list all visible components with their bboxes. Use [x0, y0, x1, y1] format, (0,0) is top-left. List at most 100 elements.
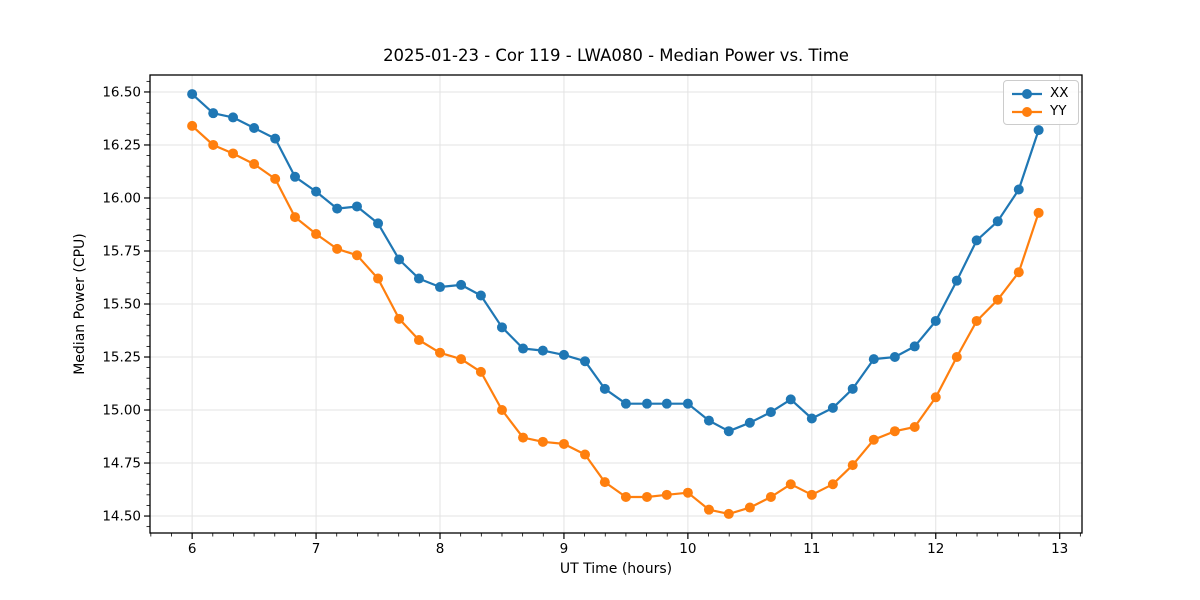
series-marker-yy — [537, 436, 548, 447]
series-marker-yy — [682, 487, 693, 498]
series-marker-yy — [785, 479, 796, 490]
series-marker-xx — [1033, 125, 1044, 136]
x-tick-label: 10 — [679, 541, 696, 557]
series-marker-xx — [373, 218, 384, 229]
series-marker-xx — [951, 275, 962, 286]
legend: XX YY — [1003, 80, 1079, 125]
series-marker-yy — [518, 432, 529, 443]
series-marker-yy — [1033, 207, 1044, 218]
series-marker-yy — [394, 313, 405, 324]
series-marker-xx — [394, 254, 405, 265]
series-marker-xx — [290, 171, 301, 182]
series-marker-yy — [971, 315, 982, 326]
y-tick-label: 15.50 — [102, 297, 141, 313]
legend-label: XX — [1050, 85, 1069, 101]
series-marker-xx — [641, 398, 652, 409]
legend-label: YY — [1050, 103, 1067, 119]
series-marker-yy — [208, 139, 219, 150]
legend-line-marker-icon — [1012, 88, 1042, 99]
series-marker-yy — [703, 504, 714, 515]
series-marker-xx — [930, 315, 941, 326]
x-axis-label: UT Time (hours) — [559, 561, 673, 577]
series-marker-yy — [765, 491, 776, 502]
series-marker-yy — [228, 148, 239, 159]
y-tick-label: 16.25 — [102, 137, 141, 153]
series-marker-yy — [723, 508, 734, 519]
series-marker-yy — [580, 449, 591, 460]
series-marker-yy — [661, 489, 672, 500]
legend-item-yy: YY — [1011, 104, 1069, 119]
series-marker-xx — [868, 354, 879, 365]
series-marker-yy — [249, 159, 260, 170]
series-marker-yy — [930, 392, 941, 403]
series-marker-xx — [765, 407, 776, 418]
series-marker-yy — [496, 405, 507, 416]
series-marker-yy — [641, 491, 652, 502]
series-marker-xx — [311, 186, 322, 197]
series-marker-xx — [496, 322, 507, 333]
legend-line-marker-icon — [1012, 106, 1042, 117]
series-marker-yy — [270, 173, 281, 184]
series-marker-xx — [456, 279, 467, 290]
x-tick-label: 11 — [803, 541, 820, 557]
chart-title: 2025-01-23 - Cor 119 - LWA080 - Median P… — [383, 46, 849, 65]
series-marker-xx — [703, 415, 714, 426]
series-marker-xx — [413, 273, 424, 284]
series-marker-yy — [889, 426, 900, 437]
series-marker-xx — [909, 341, 920, 352]
legend-item-xx: XX — [1011, 86, 1069, 101]
series-marker-xx — [744, 417, 755, 428]
series-marker-yy — [435, 347, 446, 358]
y-tick-label: 15.00 — [102, 403, 141, 419]
series-marker-xx — [661, 398, 672, 409]
series-marker-yy — [951, 352, 962, 363]
series-marker-yy — [332, 243, 343, 254]
series-marker-xx — [806, 413, 817, 424]
series-marker-xx — [518, 343, 529, 354]
series-marker-yy — [599, 477, 610, 488]
y-axis-label: Median Power (CPU) — [72, 233, 88, 375]
series-marker-xx — [682, 398, 693, 409]
series-marker-xx — [332, 203, 343, 214]
series-marker-xx — [558, 349, 569, 360]
series-marker-xx — [599, 383, 610, 394]
series-marker-yy — [475, 366, 486, 377]
series-marker-yy — [744, 502, 755, 513]
y-tick-label: 14.75 — [102, 456, 141, 472]
series-marker-yy — [373, 273, 384, 284]
series-marker-xx — [537, 345, 548, 356]
series-marker-yy — [187, 120, 198, 131]
series-marker-xx — [228, 112, 239, 123]
x-tick-label: 13 — [1051, 541, 1068, 557]
series-marker-yy — [1013, 267, 1024, 278]
series-marker-yy — [290, 212, 301, 223]
series-marker-xx — [785, 394, 796, 405]
x-tick-label: 9 — [560, 541, 569, 557]
series-marker-xx — [435, 282, 446, 293]
series-marker-xx — [580, 356, 591, 367]
y-tick-label: 15.25 — [102, 350, 141, 366]
series-marker-xx — [992, 216, 1003, 227]
series-marker-xx — [971, 235, 982, 246]
series-marker-xx — [351, 201, 362, 212]
series-marker-yy — [558, 438, 569, 449]
series-marker-xx — [889, 352, 900, 363]
series-marker-yy — [868, 434, 879, 445]
series-line-yy — [191, 124, 1040, 516]
y-tick-label: 15.75 — [102, 243, 141, 259]
series-marker-yy — [456, 354, 467, 365]
y-tick-label: 14.50 — [102, 509, 141, 525]
series-marker-yy — [311, 229, 322, 240]
series-marker-xx — [827, 402, 838, 413]
series-marker-yy — [909, 421, 920, 432]
series-marker-xx — [1013, 184, 1024, 195]
series-marker-yy — [827, 479, 838, 490]
series-marker-xx — [475, 290, 486, 301]
series-marker-yy — [847, 460, 858, 471]
series-marker-xx — [249, 123, 260, 134]
series-marker-yy — [413, 335, 424, 346]
series-marker-xx — [208, 108, 219, 119]
series-marker-yy — [620, 491, 631, 502]
series-marker-yy — [992, 294, 1003, 305]
